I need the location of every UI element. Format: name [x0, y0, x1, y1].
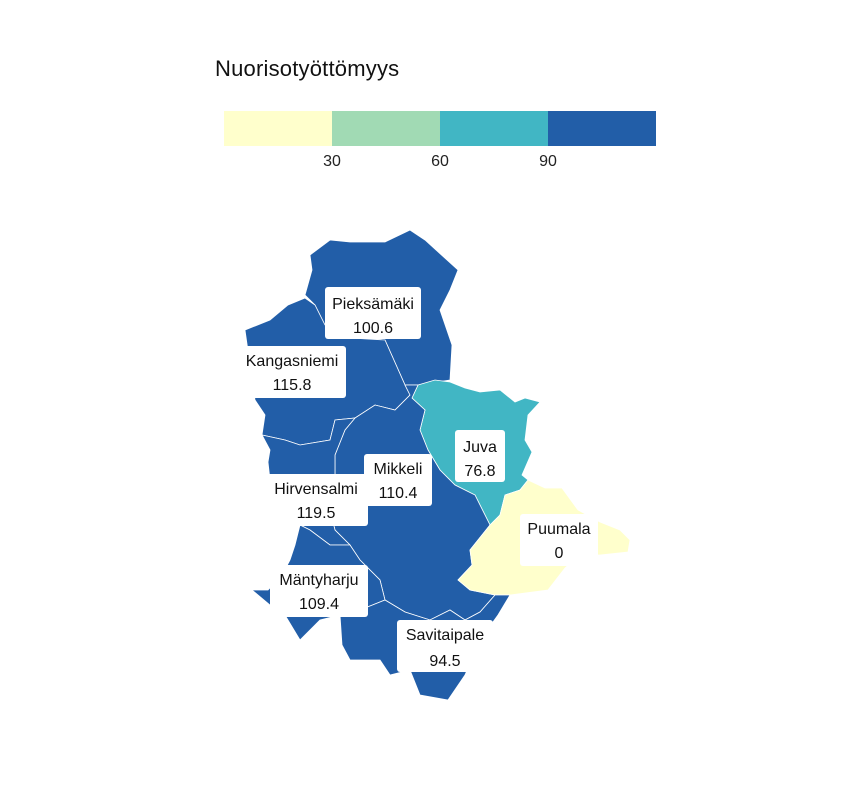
label-hirvensalmi: Hirvensalmi 119.5 [265, 474, 368, 526]
label-mikkeli-value: 110.4 [379, 485, 418, 502]
legend-swatch-2 [332, 111, 440, 146]
map-title: Nuorisotyöttömyys [215, 56, 400, 81]
label-juva: Juva 76.8 [455, 430, 505, 482]
label-savitaipale-value: 94.5 [429, 653, 460, 670]
legend-break-60: 60 [431, 153, 449, 170]
label-puumala-name: Puumala [527, 521, 590, 538]
label-mantyharju: Mäntyharju 109.4 [270, 565, 368, 617]
legend-swatch-4 [548, 111, 656, 146]
label-pieksamaki: Pieksämäki 100.6 [325, 287, 421, 339]
label-kangasniemi: Kangasniemi 115.8 [238, 346, 346, 398]
label-mantyharju-value: 109.4 [299, 596, 339, 613]
label-puumala: Puumala 0 [520, 514, 598, 566]
label-kangasniemi-name: Kangasniemi [246, 353, 339, 370]
label-kangasniemi-value: 115.8 [273, 377, 312, 394]
legend-swatch-3 [440, 111, 548, 146]
label-savitaipale-name: Savitaipale [406, 627, 484, 644]
label-pieksamaki-value: 100.6 [353, 320, 393, 337]
color-legend: 30 60 90 [224, 111, 656, 181]
label-juva-value: 76.8 [464, 463, 495, 480]
label-hirvensalmi-name: Hirvensalmi [274, 481, 358, 498]
legend-swatch-1 [224, 111, 332, 146]
label-juva-name: Juva [463, 439, 497, 456]
label-mantyharju-name: Mäntyharju [279, 572, 358, 589]
label-mikkeli: Mikkeli 110.4 [364, 454, 432, 506]
label-savitaipale: Savitaipale 94.5 [397, 620, 493, 672]
label-mikkeli-name: Mikkeli [374, 461, 423, 478]
label-pieksamaki-name: Pieksämäki [332, 296, 414, 313]
legend-break-30: 30 [323, 153, 341, 170]
label-puumala-value: 0 [555, 545, 564, 562]
legend-break-90: 90 [539, 153, 557, 170]
label-hirvensalmi-value: 119.5 [297, 505, 336, 522]
